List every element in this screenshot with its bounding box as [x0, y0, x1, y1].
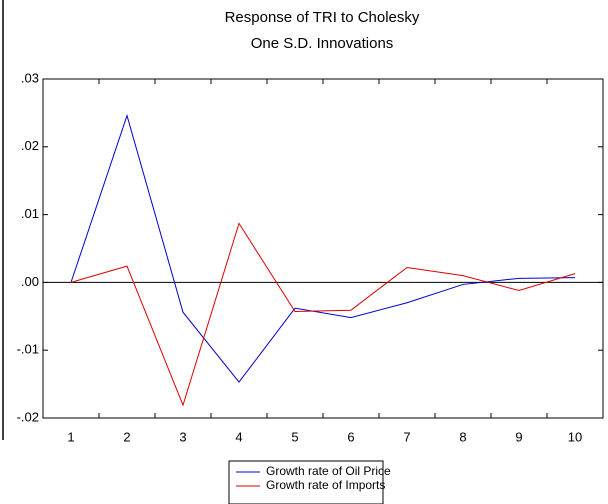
x-tick-label: 4 [235, 429, 242, 444]
series-line [70, 113, 576, 383]
x-tick-label: 5 [291, 429, 298, 444]
y-tick-label: .03 [21, 70, 39, 85]
legend-box [228, 460, 384, 504]
series-line [70, 222, 576, 407]
chart-title: Response of TRI to Cholesky [225, 9, 420, 26]
x-tick-label: 3 [179, 429, 186, 444]
x-tick-label: 9 [515, 429, 522, 444]
y-tick-label: -.02 [17, 409, 39, 424]
x-tick-label: 8 [459, 429, 466, 444]
plot-frame [42, 78, 604, 419]
x-tick-label: 10 [568, 429, 582, 444]
y-tick-label: .01 [21, 206, 39, 221]
x-tick-label: 7 [403, 429, 410, 444]
x-tick-label: 1 [67, 429, 74, 444]
x-tick-label: 6 [347, 429, 354, 444]
legend-label: Growth rate of Oil Price [266, 464, 391, 478]
legend-label: Growth rate of Imports [266, 478, 385, 492]
y-tick-label: .02 [21, 138, 39, 153]
y-tick-label: .00 [21, 274, 39, 289]
y-tick-label: -.01 [17, 342, 39, 357]
chart-subtitle: One S.D. Innovations [251, 35, 394, 52]
x-tick-label: 2 [123, 429, 130, 444]
